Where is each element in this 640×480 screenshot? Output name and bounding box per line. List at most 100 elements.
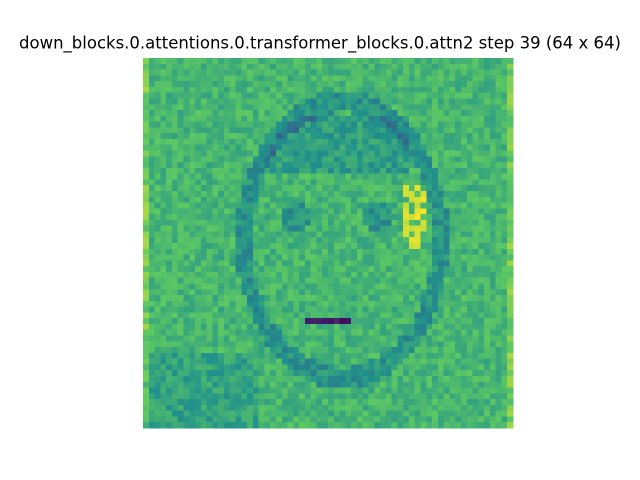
heatmap-cell [171,370,178,377]
heatmap-cell [484,329,491,336]
heatmap-cell [397,248,404,255]
heatmap-cell [304,271,311,278]
heatmap-cell [200,410,207,417]
heatmap-cell [455,190,462,198]
heatmap-cell [148,364,155,371]
heatmap-cell [455,347,462,354]
heatmap-cell [160,277,167,284]
heatmap-cell [183,202,190,209]
heatmap-cell [322,179,329,186]
heatmap-cell [218,329,225,336]
heatmap-cell [391,231,398,238]
heatmap-cell [304,219,311,226]
heatmap-cell [403,387,410,394]
heatmap-cell [270,58,277,65]
heatmap-cell [212,150,219,157]
heatmap-cell [466,63,473,70]
heatmap-cell [200,185,207,192]
heatmap-cell [235,190,242,198]
heatmap-cell [339,202,346,209]
heatmap-cell [484,323,491,331]
heatmap-cell [247,63,254,70]
heatmap-cell [166,92,173,99]
heatmap-cell [414,104,421,111]
heatmap-cell [177,138,184,146]
heatmap-cell [247,86,254,93]
heatmap-cell [310,404,317,411]
heatmap-cell [489,138,496,146]
heatmap-cell [455,329,462,336]
heatmap-cell [148,312,155,319]
heatmap-cell [264,144,271,151]
heatmap-cell [148,58,155,65]
heatmap-cell [362,225,369,232]
heatmap-cell [316,162,323,169]
heatmap-cell [495,393,502,400]
heatmap-cell [316,393,323,400]
heatmap-cell [356,196,363,203]
heatmap-cell [437,375,444,383]
heatmap-cell [148,179,155,186]
heatmap-cell [374,133,381,140]
heatmap-cell [258,387,265,394]
heatmap-cell [322,358,329,365]
heatmap-cell [229,393,236,400]
heatmap-cell [460,271,468,278]
heatmap-cell [460,162,468,169]
heatmap-cell [374,283,381,290]
heatmap-cell [171,404,178,411]
heatmap-cell [143,422,150,429]
heatmap-cell [189,300,196,307]
heatmap-cell [403,167,410,174]
heatmap-cell [455,98,462,105]
heatmap-cell [275,381,283,388]
heatmap-cell [466,254,473,261]
heatmap-cell [420,196,427,203]
heatmap-cell [154,167,161,174]
heatmap-cell [154,196,161,203]
heatmap-cell [507,289,514,296]
heatmap-cell [420,219,427,226]
heatmap-cell [414,416,421,423]
heatmap-cell [160,364,167,371]
heatmap-cell [333,300,340,307]
heatmap-cell [212,121,219,128]
heatmap-cell [455,399,462,406]
heatmap-cell [322,335,329,342]
heatmap-cell [275,81,283,88]
heatmap-cell [160,202,167,209]
heatmap-cell [351,115,358,122]
heatmap-cell [380,110,387,117]
heatmap-cell [258,225,265,232]
heatmap-cell [293,266,300,273]
heatmap-cell [362,271,369,278]
heatmap-cell [380,237,387,244]
heatmap-cell [212,167,219,174]
heatmap-cell [333,260,340,267]
heatmap-cell [241,300,248,307]
heatmap-cell [177,289,184,296]
heatmap-cell [270,167,277,174]
heatmap-cell [316,173,323,180]
heatmap-cell [460,283,468,290]
heatmap-cell [212,179,219,186]
heatmap-cell [154,58,161,65]
heatmap-cell [235,185,242,192]
heatmap-cell [281,277,288,284]
heatmap-cell [426,92,433,99]
heatmap-cell [160,318,167,325]
heatmap-cell [281,150,288,157]
heatmap-cell [247,370,254,377]
heatmap-cell [484,306,491,313]
heatmap-cell [455,271,462,278]
heatmap-cell [270,144,277,151]
heatmap-cell [385,248,392,255]
heatmap-cell [414,150,421,157]
heatmap-cell [507,393,514,400]
heatmap-cell [235,243,242,250]
heatmap-cell [189,190,196,198]
heatmap-cell [356,173,363,180]
heatmap-cell [408,260,416,267]
heatmap-cell [177,144,184,151]
heatmap-cell [160,219,167,226]
